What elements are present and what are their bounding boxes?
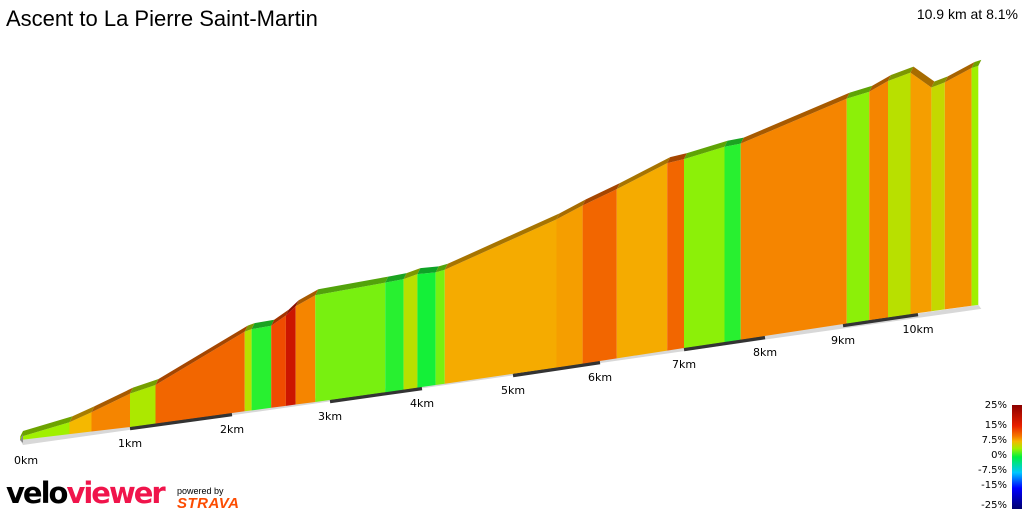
segment-top-face (556, 199, 586, 220)
x-tick-label: 6km (588, 371, 612, 384)
km-stripe (512, 360, 601, 378)
segment-top-face (271, 309, 289, 326)
segment-top-face (444, 213, 560, 270)
km-stripe (329, 386, 423, 404)
segment-top-face (69, 406, 95, 423)
gradient-segment[interactable] (295, 295, 316, 405)
gradient-segment[interactable] (846, 91, 870, 324)
segment-top-face (244, 323, 255, 332)
gradient-segment[interactable] (69, 412, 92, 435)
segment-top-face (869, 75, 891, 92)
gradient-segment[interactable] (251, 325, 272, 411)
gradient-segment[interactable] (684, 146, 725, 348)
gradient-segments (20, 59, 982, 443)
segment-top-face (944, 62, 975, 83)
gradient-segment[interactable] (417, 272, 436, 388)
gradient-segment[interactable] (582, 189, 617, 364)
segment-top-face (435, 263, 448, 273)
gradient-segment[interactable] (315, 282, 386, 402)
segment-top-face (888, 66, 914, 82)
segment-top-face (315, 276, 389, 296)
segment-top-face (910, 66, 935, 88)
segment-top-face (724, 137, 744, 147)
gradient-segment[interactable] (667, 159, 684, 351)
gradient-segment[interactable] (403, 274, 418, 390)
gradient-segment[interactable] (244, 329, 252, 412)
x-tick-label: 1km (118, 437, 142, 450)
gradient-segment[interactable] (385, 279, 404, 393)
segment-top-face (91, 387, 133, 413)
chart-title: Ascent to La Pierre Saint-Martin (6, 6, 318, 31)
gradient-segment[interactable] (724, 143, 741, 342)
powered-by-label: powered by (177, 486, 224, 496)
logo-velo: velo (6, 476, 68, 510)
segment-top-face (295, 289, 319, 307)
legend-label: -25% (981, 500, 1007, 511)
gradient-segment[interactable] (740, 98, 847, 340)
profile-start-face (20, 434, 23, 443)
km-stripe (842, 312, 919, 328)
x-tick-label: 0km (14, 454, 38, 467)
x-tick-label: 4km (410, 397, 434, 410)
legend-label: 25% (985, 400, 1007, 411)
x-tick-label: 3km (318, 410, 342, 423)
segment-top-face (971, 59, 982, 69)
gradient-segment[interactable] (944, 68, 972, 310)
segment-top-face (684, 140, 728, 160)
segment-top-face (582, 183, 620, 206)
legend-label: -7.5% (978, 465, 1007, 476)
segment-top-face (740, 92, 850, 144)
legend-label: 0% (991, 450, 1007, 461)
gradient-segment[interactable] (616, 163, 668, 359)
segment-top-face (417, 266, 439, 275)
gradient-segment[interactable] (91, 393, 131, 432)
logo-viewer: viewer (66, 476, 165, 510)
segment-top-face (20, 416, 73, 437)
x-axis-ticks: 0km 1km 2km 3km 4km 5km 6km 7km 8km 9km 10km (14, 323, 934, 467)
gradient-segment[interactable] (155, 331, 245, 424)
x-tick-label: 2km (220, 423, 244, 436)
x-tick-label: 10km (902, 323, 933, 336)
x-tick-label: 7km (672, 358, 696, 371)
gradient-legend: 25% 15% 7.5% 0% -7.5% -15% -25% (978, 400, 1022, 511)
segment-top-face (130, 379, 159, 394)
segment-top-face (385, 273, 407, 283)
km-stripe (683, 335, 766, 352)
x-tick-label: 5km (501, 384, 525, 397)
legend-label: -15% (981, 480, 1007, 491)
gradient-segment[interactable] (285, 306, 296, 406)
gradient-segment[interactable] (20, 422, 70, 440)
segment-top-face (931, 76, 948, 88)
legend-colorbar (1012, 405, 1022, 509)
legend-label: 15% (985, 420, 1007, 431)
gradient-segment[interactable] (931, 82, 945, 312)
gradient-segment[interactable] (271, 315, 286, 408)
x-tick-label: 9km (831, 334, 855, 347)
segment-top-face (403, 268, 421, 280)
climb-summary: 10.9 km at 8.1% (916, 6, 1018, 22)
segment-top-face (667, 153, 687, 164)
gradient-segment[interactable] (556, 205, 583, 368)
gradient-segment[interactable] (910, 72, 932, 315)
x-tick-label: 8km (753, 346, 777, 359)
gradient-segment[interactable] (435, 269, 445, 386)
gradient-segment[interactable] (888, 72, 911, 318)
km-stripe (129, 412, 233, 431)
veloviewer-logo[interactable]: veloviewer (6, 476, 166, 510)
strava-logo[interactable]: STRAVA (177, 495, 240, 512)
legend-label: 7.5% (982, 435, 1007, 446)
segment-top-face (616, 157, 671, 190)
segment-top-face (251, 319, 275, 330)
gradient-segment[interactable] (869, 81, 888, 321)
gradient-segment[interactable] (444, 219, 557, 384)
segment-top-face (155, 325, 248, 386)
gradient-segment[interactable] (130, 385, 156, 427)
segment-top-face (846, 85, 873, 99)
gradient-segment[interactable] (971, 65, 979, 306)
segment-top-face (285, 300, 299, 316)
